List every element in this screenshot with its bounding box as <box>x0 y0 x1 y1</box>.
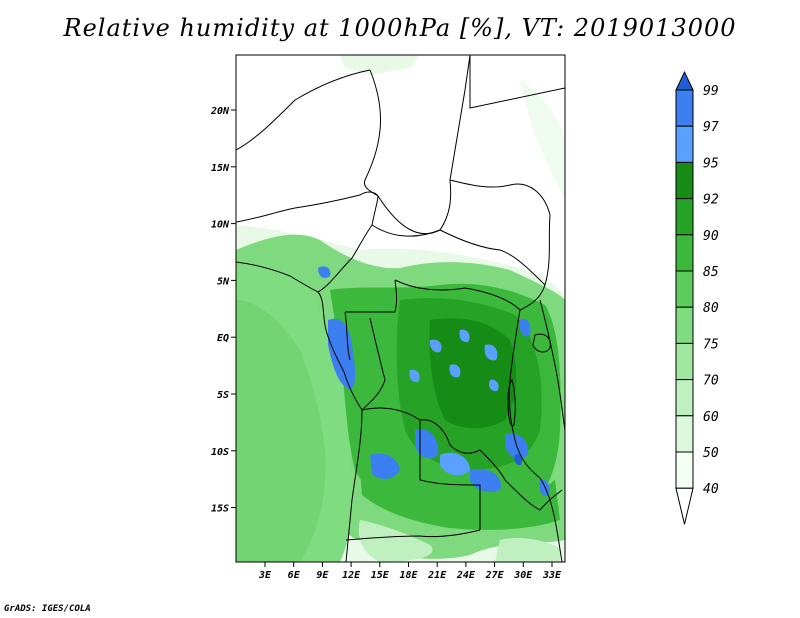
border-drc-angola <box>361 407 506 481</box>
colorbar-segment <box>675 198 694 236</box>
rh-95-coast <box>318 266 331 278</box>
lat-tick-label: 15S <box>211 504 229 515</box>
lon-tick-label: 30E <box>513 570 533 581</box>
rh-85-south <box>360 470 560 530</box>
rh-95-east2 <box>519 319 531 337</box>
colorbar-top-arrow <box>675 70 694 91</box>
lon-tick-label: 27E <box>485 570 505 581</box>
border-mozambique <box>539 477 563 562</box>
rh-60-southeast <box>495 537 560 562</box>
longitude-ticks: 3E 6E 9E 12E 15E 18E 21E 24E 27E 30E 33E <box>258 562 562 581</box>
colorbar-label: 80 <box>703 301 719 316</box>
colorbar: 99 97 95 92 90 85 80 75 70 60 50 40 <box>675 70 719 525</box>
credit-text: GrADS: IGES/COLA <box>4 604 91 614</box>
colorbar-segment <box>675 89 694 127</box>
border-mali-algeria <box>236 69 371 151</box>
country-borders <box>236 55 565 562</box>
rh-40-north <box>340 55 420 75</box>
colorbar-label: 97 <box>703 120 719 135</box>
rh-99-lake <box>514 454 523 466</box>
border-car <box>371 224 546 286</box>
border-libya-sudan <box>469 55 565 109</box>
border-niger-nigeria <box>236 191 379 223</box>
rh-60-south <box>358 520 433 562</box>
border-gabon <box>344 311 351 361</box>
lon-tick-label: 15E <box>371 570 390 581</box>
colorbar-segment <box>675 306 694 344</box>
colorbar-label: 70 <box>703 374 719 389</box>
rh-95-center1 <box>429 339 442 353</box>
lon-tick-label: 3E <box>258 570 272 581</box>
border-angola-zambia <box>419 420 481 530</box>
rh-95-south2 <box>415 429 439 459</box>
colorbar-segment <box>675 379 694 417</box>
colorbar-segment <box>675 125 694 163</box>
lake-tanganyika <box>507 379 516 427</box>
colorbar-label: 75 <box>703 337 719 352</box>
rh-95-east3 <box>484 344 498 361</box>
colorbar-segment <box>675 342 694 381</box>
rh-80-ocean <box>236 300 326 562</box>
colorbar-label: 50 <box>703 446 719 461</box>
lon-tick-label: 12E <box>342 570 361 581</box>
map-frame <box>235 54 566 563</box>
rh-95-south1 <box>370 453 400 479</box>
colorbar-segment <box>675 415 694 453</box>
lon-tick-label: 18E <box>399 570 418 581</box>
border-cameroon-congo <box>345 279 398 313</box>
border-sudan <box>449 179 551 311</box>
colorbar-segment <box>675 451 694 489</box>
rh-95-center2 <box>459 329 470 343</box>
rh-40-east <box>520 80 565 200</box>
colorbar-label: 95 <box>703 156 719 171</box>
lat-tick-label: 5S <box>217 390 229 401</box>
rh-95-center3 <box>409 369 420 383</box>
border-chad <box>377 55 471 235</box>
colorbar-label: 60 <box>703 410 719 425</box>
border-east-lakes <box>508 309 541 479</box>
lat-tick-label: 10S <box>211 447 229 458</box>
lon-tick-label: 6E <box>288 570 301 581</box>
lon-tick-label: 9E <box>316 570 329 581</box>
coastline-west-africa <box>236 261 363 562</box>
colorbar-label: 85 <box>703 265 719 280</box>
rh-92-core <box>429 318 517 429</box>
lat-tick-label: 15N <box>211 163 230 174</box>
border-zambia-east <box>504 479 563 511</box>
map-title: Relative humidity at 1000hPa [%], VT: 20… <box>63 14 737 42</box>
humidity-field <box>236 55 565 562</box>
lat-tick-label: 20N <box>210 106 230 117</box>
colorbar-bottom-arrow <box>675 487 694 525</box>
lake-victoria <box>532 333 551 353</box>
rh-95-south4 <box>470 468 501 492</box>
colorbar-segment <box>675 270 694 308</box>
colorbar-label: 40 <box>703 482 719 497</box>
lat-tick-label: 10N <box>211 220 230 231</box>
colorbar-label: 92 <box>703 193 719 208</box>
colorbar-label: 90 <box>703 229 719 244</box>
border-angola-south <box>345 529 481 541</box>
colorbar-segment <box>675 161 694 200</box>
lon-tick-label: 24E <box>456 570 476 581</box>
rh-95-center5 <box>488 379 499 392</box>
lat-tick-label: EQ <box>217 333 229 344</box>
border-congo-drc <box>361 317 386 411</box>
latitude-ticks: 20N 15N 10N 5N EQ 5S 10S 15S <box>210 106 236 515</box>
colorbar-label: 99 <box>703 84 719 99</box>
lat-tick-label: 5N <box>217 276 230 287</box>
border-nigeria-cameroon <box>317 195 379 293</box>
rh-95-gabon <box>328 318 356 390</box>
rh-95-south3 <box>440 452 470 476</box>
border-niger-algeria <box>363 69 381 197</box>
lon-tick-label: 33E <box>542 570 562 581</box>
lon-tick-label: 21E <box>427 570 447 581</box>
border-east-africa <box>539 299 565 431</box>
border-car-drc <box>394 279 521 311</box>
colorbar-segment <box>675 234 694 272</box>
rh-95-center4 <box>449 364 461 378</box>
